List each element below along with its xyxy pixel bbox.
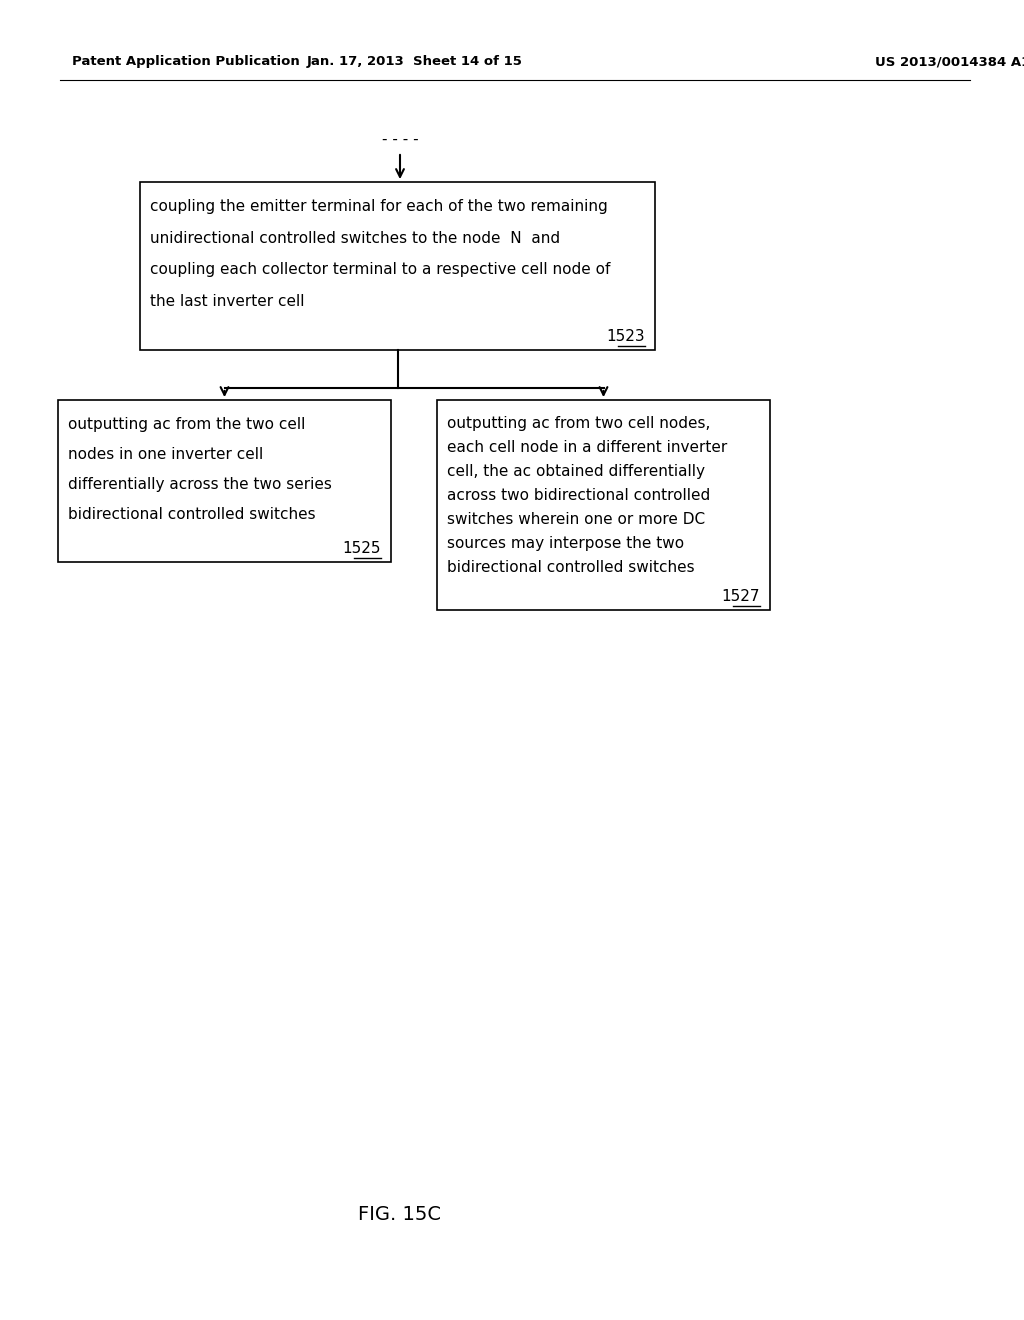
- Text: US 2013/0014384 A1: US 2013/0014384 A1: [874, 55, 1024, 69]
- Text: - - - -: - - - -: [382, 132, 419, 148]
- Text: coupling the emitter terminal for each of the two remaining: coupling the emitter terminal for each o…: [150, 199, 608, 214]
- Text: differentially across the two series: differentially across the two series: [68, 477, 332, 492]
- Text: bidirectional controlled switches: bidirectional controlled switches: [447, 561, 694, 576]
- Text: switches wherein one or more DC: switches wherein one or more DC: [447, 512, 706, 528]
- Text: nodes in one inverter cell: nodes in one inverter cell: [68, 447, 263, 462]
- Text: unidirectional controlled switches to the node  N  and: unidirectional controlled switches to th…: [150, 231, 560, 246]
- Text: 1523: 1523: [606, 329, 645, 345]
- Text: bidirectional controlled switches: bidirectional controlled switches: [68, 507, 315, 521]
- Text: 1525: 1525: [342, 541, 381, 556]
- Text: outputting ac from two cell nodes,: outputting ac from two cell nodes,: [447, 416, 711, 432]
- Text: sources may interpose the two: sources may interpose the two: [447, 536, 684, 552]
- Bar: [58, 400, 391, 562]
- Text: cell, the ac obtained differentially: cell, the ac obtained differentially: [447, 465, 705, 479]
- Text: 1527: 1527: [722, 589, 760, 605]
- Text: each cell node in a different inverter: each cell node in a different inverter: [447, 441, 727, 455]
- Text: the last inverter cell: the last inverter cell: [150, 293, 304, 309]
- Text: outputting ac from the two cell: outputting ac from the two cell: [68, 417, 305, 432]
- Text: FIG. 15C: FIG. 15C: [358, 1205, 441, 1225]
- Text: across two bidirectional controlled: across two bidirectional controlled: [447, 488, 711, 503]
- Text: coupling each collector terminal to a respective cell node of: coupling each collector terminal to a re…: [150, 263, 610, 277]
- Text: Patent Application Publication: Patent Application Publication: [72, 55, 300, 69]
- Bar: [140, 182, 655, 350]
- Bar: [437, 400, 770, 610]
- Text: Jan. 17, 2013  Sheet 14 of 15: Jan. 17, 2013 Sheet 14 of 15: [307, 55, 523, 69]
